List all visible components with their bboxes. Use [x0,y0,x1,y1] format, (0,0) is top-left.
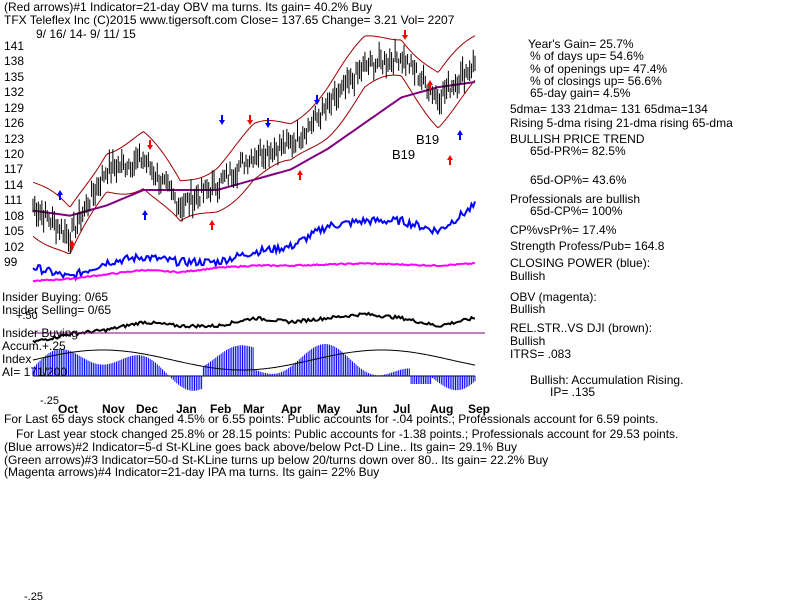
stat-line: Bullish [510,334,546,348]
footer-line: (Blue arrows)#2 Indicator=5-d St-KLine g… [4,440,517,454]
month-label: Oct [58,402,79,416]
month-label: Jun [356,402,378,416]
month-label: Apr [281,402,302,416]
footer-line: (Magenta arrows)#4 Indicator=21-day IPA … [4,465,380,479]
price-tick: 114 [4,177,24,192]
upper-band [32,35,476,208]
ticker-info: TFX Teleflex Inc (C)2015 www.tigersoft.c… [4,13,455,27]
price-tick: 99 [4,255,18,269]
signal-arrow [297,170,303,180]
signal-arrow [147,140,153,150]
signal-arrow [209,220,215,230]
stat-line: 65d-PR%= 82.5% [530,144,626,158]
stat-line: ITRS= .083 [510,347,572,361]
month-label: Dec [136,402,159,416]
stat-line: Bullish: Accumulation Rising. [530,373,684,387]
stat-line: Rising 5-dma rising 21-dma rising 65-dma [510,116,733,130]
rel-strength-line [32,311,476,344]
accum-ma-line [32,349,476,371]
stat-line: Bullish [510,302,546,316]
b19-label-2: B19 [416,132,440,147]
ma-line [32,81,476,217]
stat-line: Professionals are bullish [510,192,641,206]
signal-arrow [247,115,253,125]
stat-line: 65d-CP%= 100% [530,204,623,218]
signal-arrow [57,190,63,200]
stat-line: % of closings up= 56.6% [530,74,662,88]
month-label: Feb [210,402,232,416]
stat-line: 65-day gain= 4.5% [530,86,631,100]
obv-line [32,261,476,283]
signal-arrow [447,155,453,165]
price-tick: 105 [4,224,25,239]
accum-minus25: -.25 [40,395,59,407]
month-label: Sep [468,402,491,416]
stat-line: REL.STR..VS DJI (brown): [510,321,653,335]
accum-index: Index [2,352,32,366]
insider-buying-2: Insider Buying [2,326,79,340]
insider-buying: Insider Buying: 0/65 [2,290,109,304]
price-tick: 120 [4,147,25,161]
stat-line: BULLISH PRICE TREND [510,132,645,146]
stat-line: Bullish [510,269,546,283]
stat-line: CP%vsPr%= 17.4% [510,223,617,237]
stat-line: IP= .135 [550,385,596,399]
signal-arrow [69,240,75,250]
stat-line: 65d-OP%= 43.6% [530,173,627,187]
lower-band [32,74,476,255]
signal-arrow [314,95,320,105]
signal-arrow [142,210,148,220]
month-label: Jul [393,402,411,416]
price-tick: 132 [4,85,25,100]
price-tick: 123 [4,131,25,146]
accum-plus50: +.50 [16,310,38,322]
stat-line: Strength Profess/Pub= 164.8 [510,239,665,253]
month-label: Nov [102,402,125,416]
stat-line: 5dma= 133 21dma= 131 65dma=134 [510,102,708,116]
accum-plus25: Accum.+.25 [2,339,66,353]
price-tick: 141 [4,39,25,53]
stat-line: % of openings up= 47.4% [530,62,668,76]
price-tick: 135 [4,69,25,84]
stat-line: OBV (magenta): [510,290,597,304]
b19-label-1: B19 [392,147,416,162]
month-label: Aug [430,402,454,416]
month-label: Mar [243,402,265,416]
footer-line: For Last 65 days stock changed 4.5% or 6… [4,412,659,426]
date-range: 9/ 16/ 14- 9/ 11/ 15 [36,27,136,41]
price-tick: 126 [4,116,25,131]
month-label: Jan [176,402,197,416]
signal-arrow [265,118,271,128]
stat-line: % of days up= 54.6% [530,49,644,63]
insider-selling: Insider Selling= 0/65 [2,303,112,317]
price-tick: 102 [4,239,25,254]
price-tick: 108 [4,208,25,223]
price-tick: 117 [4,162,24,177]
signal-arrow [402,30,408,40]
footer-line: (Green arrows)#3 Indicator=50-d St-KLine… [4,453,549,467]
stat-line: Year's Gain= 25.7% [528,37,634,51]
signal-arrow [457,130,463,140]
accum-minus25-bottom: -.25 [24,591,43,603]
price-tick: 111 [4,193,23,208]
stat-line: CLOSING POWER (blue): [510,256,651,270]
footer-line: For Last year stock changed 25.8% or 28.… [16,427,679,441]
signal-arrow [219,115,225,125]
ai-value: AI= 171/200 [2,365,68,379]
indicator-1-line: (Red arrows)#1 Indicator=21-day OBV ma t… [4,0,373,14]
signal-arrow [427,80,433,90]
price-tick: 138 [4,54,25,69]
price-tick: 129 [4,100,25,115]
month-label: May [317,402,341,416]
closing-power-line [32,201,476,282]
